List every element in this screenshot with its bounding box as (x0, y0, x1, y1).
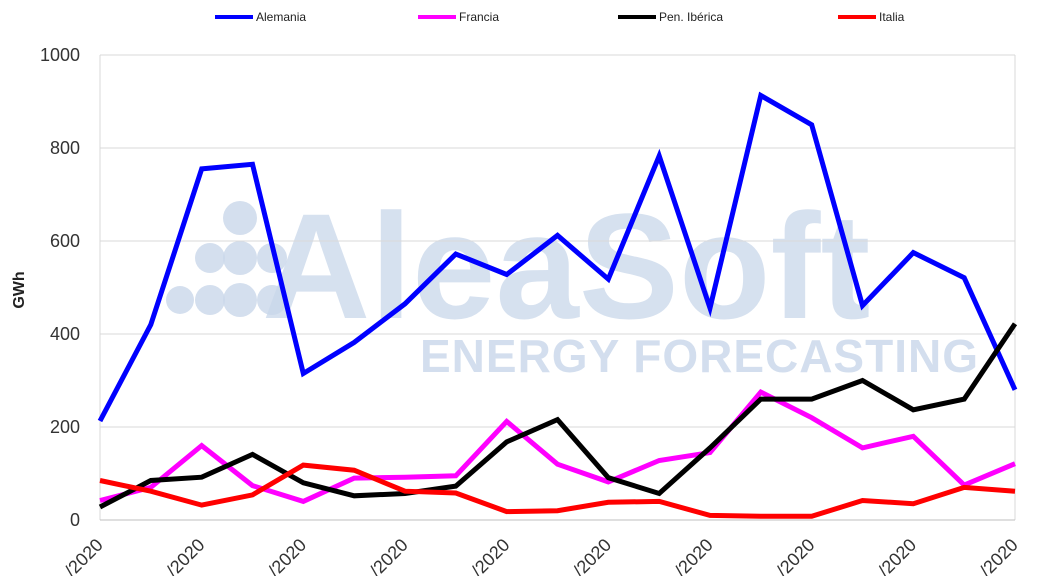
legend-label: Francia (459, 10, 499, 24)
x-axis-ticks: /2020/2020/2020/2020/2020/2020/2020/2020… (61, 535, 1022, 576)
x-tick-label: /2020 (61, 535, 107, 576)
x-tick-label: /2020 (264, 535, 310, 576)
x-tick-label: /2020 (569, 535, 615, 576)
watermark-tagline: ENERGY FORECASTING (420, 330, 979, 382)
watermark-dot (223, 201, 257, 235)
series-line-1 (97, 91, 1018, 423)
gridlines (99, 54, 1016, 521)
watermark-brand: AleaSoft (262, 182, 870, 350)
x-tick-label: /2020 (976, 535, 1022, 576)
x-tick-label: /2020 (468, 535, 514, 576)
y-axis-label: GWh (11, 271, 28, 308)
watermark-dot (166, 286, 194, 314)
series-line-2 (99, 388, 1016, 505)
y-axis-ticks: 0 200 400 600 800 1000 (40, 45, 80, 530)
x-tick-label: /2020 (163, 535, 209, 576)
series-lines (97, 91, 1018, 519)
x-tick-label: /2020 (366, 535, 412, 576)
legend-label: Italia (879, 10, 905, 24)
watermark-dots-logo (166, 201, 287, 317)
watermark-dot (223, 241, 257, 275)
y-tick-label: 1000 (40, 45, 80, 65)
watermark-dot (195, 243, 225, 273)
x-tick-label: /2020 (773, 535, 819, 576)
aleasoft-watermark: AleaSoft ENERGY FORECASTING (166, 182, 979, 382)
legend-label: Pen. Ibérica (659, 10, 723, 24)
series-line-4 (99, 462, 1016, 519)
legend: Alemania Francia Pen. Ibérica Italia (215, 10, 905, 24)
watermark-dot (195, 285, 225, 315)
legend-label: Alemania (256, 10, 306, 24)
y-tick-label: 400 (50, 324, 80, 344)
x-tick-label: /2020 (671, 535, 717, 576)
series-line-3 (98, 322, 1018, 510)
y-tick-label: 0 (70, 510, 80, 530)
y-tick-label: 200 (50, 417, 80, 437)
watermark-dot (257, 285, 287, 315)
watermark-dot (223, 283, 257, 317)
y-tick-label: 800 (50, 138, 80, 158)
y-tick-label: 600 (50, 231, 80, 251)
x-tick-label: /2020 (874, 535, 920, 576)
